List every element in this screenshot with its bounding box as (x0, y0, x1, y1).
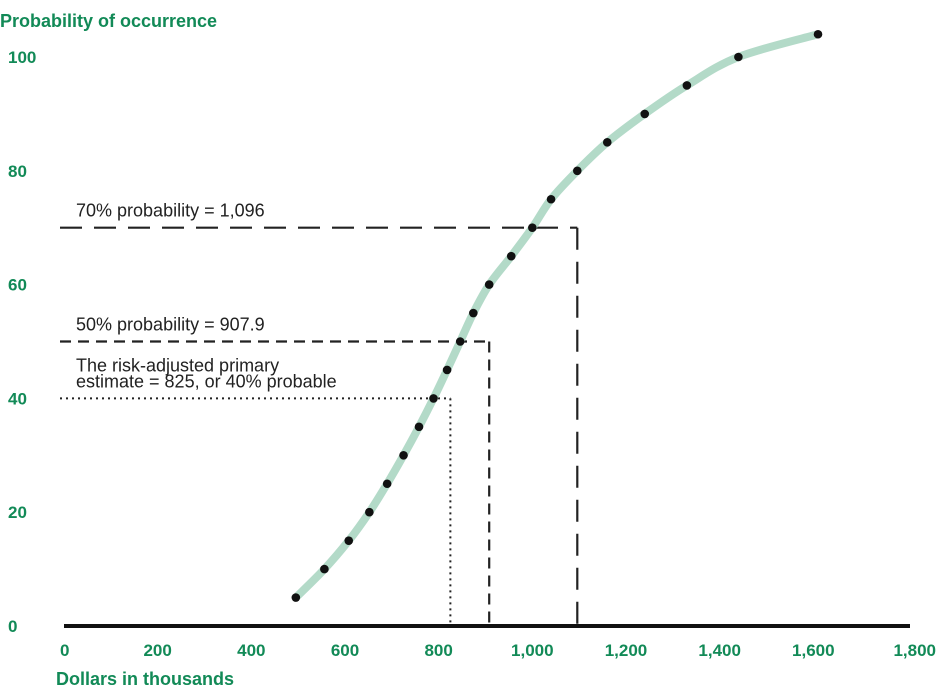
y-tick-label: 60 (8, 276, 27, 295)
x-tick-label: 1,000 (511, 641, 554, 660)
x-tick-label: 400 (237, 641, 265, 660)
data-point (640, 109, 650, 119)
x-tick-label: 1,800 (893, 641, 936, 660)
curve-line (291, 30, 823, 602)
data-point (414, 422, 424, 432)
data-point (546, 194, 556, 204)
cumulative-curve (291, 30, 823, 602)
data-point (506, 251, 516, 261)
y-tick-labels: 0 20 40 60 80 100 (8, 48, 36, 636)
x-tick-label: 1,600 (792, 641, 835, 660)
x-tick-label: 800 (424, 641, 452, 660)
x-tick-label: 0 (60, 641, 69, 660)
data-point (734, 52, 743, 62)
data-point (484, 280, 494, 289)
data-points (291, 29, 823, 602)
annotation-labels: 70% probability = 1,096 50% probability =… (76, 201, 337, 392)
data-point (291, 593, 301, 602)
y-axis-title: Probability of occurrence (0, 11, 217, 31)
annotation-label: The risk-adjusted primary (76, 355, 279, 375)
data-point (682, 81, 692, 90)
data-point (813, 29, 823, 39)
annotation-label: 50% probability = 907.9 (76, 315, 265, 335)
data-point (344, 536, 354, 545)
data-point (382, 479, 392, 489)
data-point (572, 166, 582, 176)
x-tick-label: 600 (331, 641, 359, 660)
data-point (320, 564, 329, 574)
data-point (442, 365, 452, 375)
data-point (429, 394, 438, 403)
x-axis-title: Dollars in thousands (56, 669, 234, 687)
data-point (365, 507, 374, 517)
y-tick-label: 40 (8, 389, 27, 408)
y-tick-label: 80 (8, 162, 27, 181)
data-point (528, 223, 537, 232)
x-tick-label: 1,200 (605, 641, 648, 660)
y-tick-label: 20 (8, 503, 27, 522)
y-tick-label: 100 (8, 48, 36, 67)
annotation-label: 70% probability = 1,096 (76, 201, 265, 221)
annotation-label: estimate = 825, or 40% probable (76, 371, 337, 391)
data-point (602, 138, 612, 147)
x-tick-labels: 0 200 400 600 800 1,000 1,200 1,400 1,600 1,800 (60, 641, 936, 660)
data-point (469, 308, 478, 318)
guide-lines (60, 226, 579, 626)
data-point (399, 451, 408, 460)
x-tick-label: 1,400 (698, 641, 741, 660)
x-tick-label: 200 (143, 641, 171, 660)
data-point (455, 337, 465, 346)
y-tick-label: 0 (8, 617, 17, 636)
